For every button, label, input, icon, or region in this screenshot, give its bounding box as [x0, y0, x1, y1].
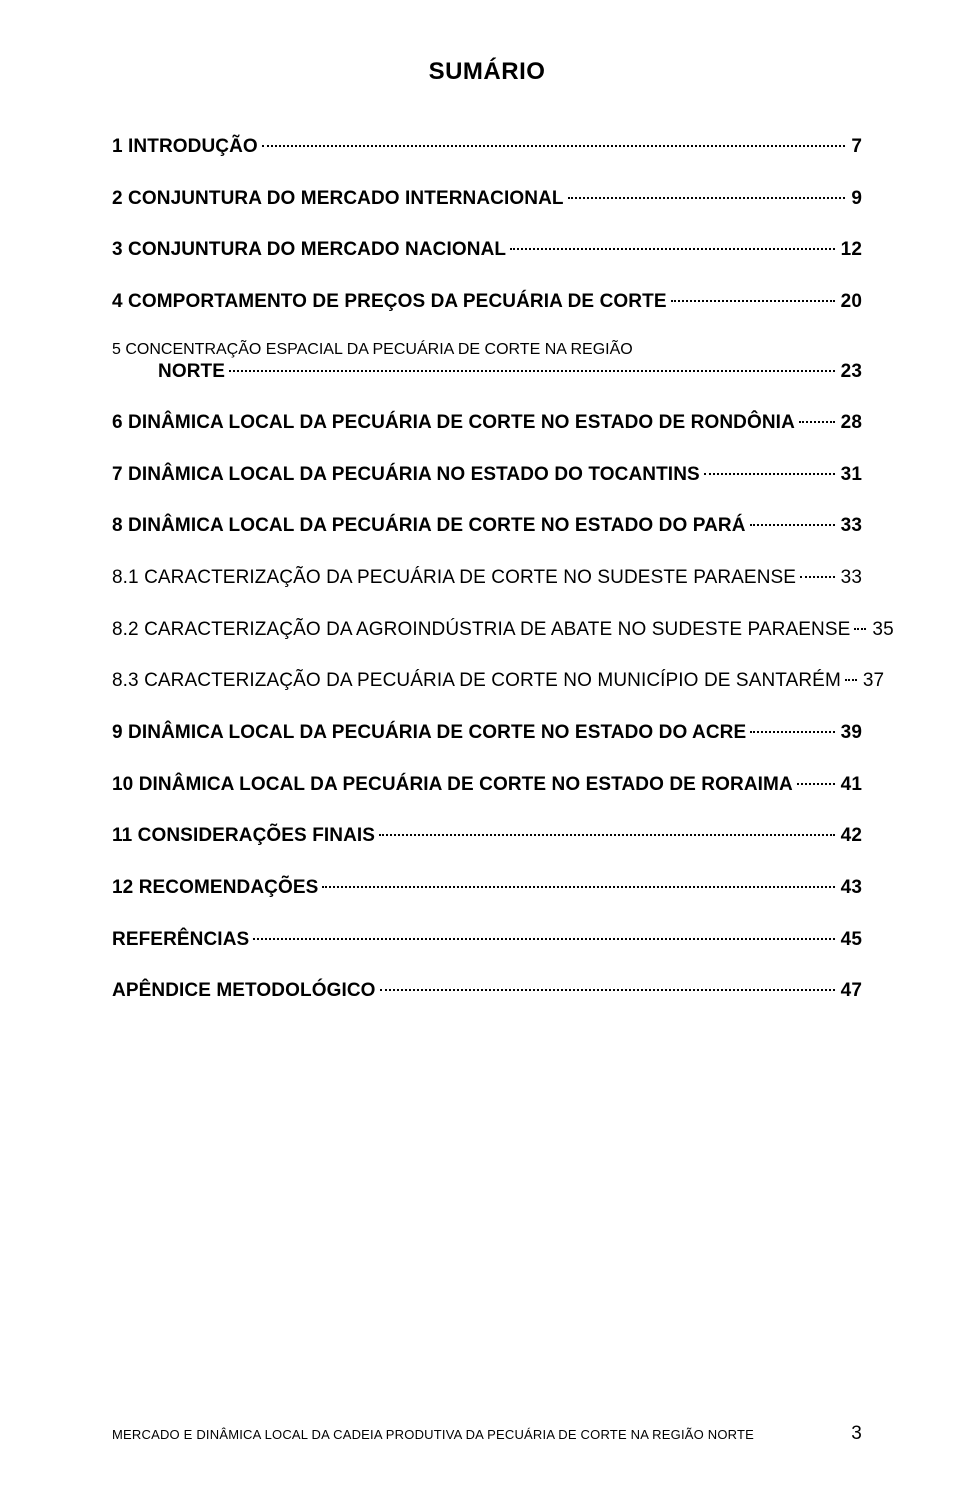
toc-entry-page: 47 — [839, 978, 862, 1004]
toc-leader-dots — [797, 783, 835, 785]
table-of-contents: 1 INTRODUÇÃO 7 2 CONJUNTURA DO MERCADO IN… — [112, 134, 862, 1004]
toc-entry-page: 41 — [839, 772, 862, 798]
toc-leader-dots — [379, 834, 835, 836]
toc-entry-page: 42 — [839, 823, 862, 849]
toc-entry: 1 INTRODUÇÃO 7 — [112, 134, 862, 160]
toc-entry-page: 20 — [839, 289, 862, 315]
toc-entry-page: 39 — [839, 720, 862, 746]
toc-leader-dots — [262, 145, 846, 147]
toc-entry-label: 2 CONJUNTURA DO MERCADO INTERNACIONAL — [112, 186, 564, 212]
toc-entry: APÊNDICE METODOLÓGICO 47 — [112, 978, 862, 1004]
toc-entry-page: 33 — [839, 513, 862, 539]
toc-entry: NORTE 23 — [112, 359, 862, 385]
toc-entry-page: 35 — [870, 617, 893, 643]
page-title: SUMÁRIO — [112, 58, 862, 86]
footer-text: MERCADO E DINÂMICA LOCAL DA CADEIA PRODU… — [112, 1427, 835, 1442]
toc-entry-label: REFERÊNCIAS — [112, 927, 249, 953]
toc-leader-dots — [799, 421, 835, 423]
toc-entry: 4 COMPORTAMENTO DE PREÇOS DA PECUÁRIA DE… — [112, 289, 862, 315]
toc-leader-dots — [510, 248, 835, 250]
toc-leader-dots — [704, 473, 835, 475]
toc-entry-label: 1 INTRODUÇÃO — [112, 134, 258, 160]
toc-entry: 10 DINÂMICA LOCAL DA PECUÁRIA DE CORTE N… — [112, 772, 862, 798]
toc-entry-page: 7 — [849, 134, 862, 160]
toc-entry-page: 45 — [839, 927, 862, 953]
toc-entry-label: 3 CONJUNTURA DO MERCADO NACIONAL — [112, 237, 506, 263]
toc-entry: REFERÊNCIAS 45 — [112, 927, 862, 953]
toc-entry-label: 9 DINÂMICA LOCAL DA PECUÁRIA DE CORTE NO… — [112, 720, 746, 746]
toc-leader-dots — [750, 731, 834, 733]
toc-leader-dots — [750, 524, 835, 526]
toc-entry-page: 37 — [861, 668, 884, 694]
page-footer: MERCADO E DINÂMICA LOCAL DA CADEIA PRODU… — [112, 1423, 862, 1445]
toc-entry-page: 28 — [839, 410, 862, 436]
toc-entry: 8 DINÂMICA LOCAL DA PECUÁRIA DE CORTE NO… — [112, 513, 862, 539]
toc-leader-dots — [854, 628, 866, 630]
toc-entry-page: 31 — [839, 462, 862, 488]
toc-entry-label: 12 RECOMENDAÇÕES — [112, 875, 318, 901]
toc-entry-line1: 5 CONCENTRAÇÃO ESPACIAL DA PECUÁRIA DE C… — [112, 341, 862, 359]
toc-leader-dots — [253, 938, 834, 940]
toc-entry-label: 8.2 CARACTERIZAÇÃO DA AGROINDÚSTRIA DE A… — [112, 617, 850, 643]
toc-entry-page: 43 — [839, 875, 862, 901]
toc-leader-dots — [845, 679, 857, 681]
toc-entry-label: NORTE — [158, 359, 225, 385]
toc-leader-dots — [322, 886, 834, 888]
page-content: SUMÁRIO 1 INTRODUÇÃO 7 2 CONJUNTURA DO ME… — [0, 0, 960, 1004]
toc-entry: 12 RECOMENDAÇÕES 43 — [112, 875, 862, 901]
toc-entry-label: 7 DINÂMICA LOCAL DA PECUÁRIA NO ESTADO D… — [112, 462, 700, 488]
toc-entry-label: 8 DINÂMICA LOCAL DA PECUÁRIA DE CORTE NO… — [112, 513, 746, 539]
toc-entry: 8.1 CARACTERIZAÇÃO DA PECUÁRIA DE CORTE … — [112, 565, 862, 591]
toc-entry-label: APÊNDICE METODOLÓGICO — [112, 978, 376, 1004]
toc-entry: 9 DINÂMICA LOCAL DA PECUÁRIA DE CORTE NO… — [112, 720, 862, 746]
toc-entry: 8.3 CARACTERIZAÇÃO DA PECUÁRIA DE CORTE … — [112, 668, 862, 694]
toc-entry-page: 23 — [839, 359, 862, 385]
toc-entry-label: 8.1 CARACTERIZAÇÃO DA PECUÁRIA DE CORTE … — [112, 565, 796, 591]
toc-entry: 2 CONJUNTURA DO MERCADO INTERNACIONAL 9 — [112, 186, 862, 212]
toc-entry-label: 11 CONSIDERAÇÕES FINAIS — [112, 823, 375, 849]
toc-leader-dots — [229, 370, 835, 372]
footer-page-number: 3 — [835, 1423, 862, 1445]
toc-entry-page: 33 — [839, 565, 862, 591]
toc-entry: 7 DINÂMICA LOCAL DA PECUÁRIA NO ESTADO D… — [112, 462, 862, 488]
toc-entry-label: 6 DINÂMICA LOCAL DA PECUÁRIA DE CORTE NO… — [112, 410, 795, 436]
toc-entry: 11 CONSIDERAÇÕES FINAIS 42 — [112, 823, 862, 849]
toc-entry: 3 CONJUNTURA DO MERCADO NACIONAL 12 — [112, 237, 862, 263]
toc-leader-dots — [568, 197, 846, 199]
toc-leader-dots — [800, 576, 835, 578]
toc-leader-dots — [380, 989, 835, 991]
toc-entry-label: 4 COMPORTAMENTO DE PREÇOS DA PECUÁRIA DE… — [112, 289, 667, 315]
toc-entry-label: 10 DINÂMICA LOCAL DA PECUÁRIA DE CORTE N… — [112, 772, 793, 798]
toc-entry: 6 DINÂMICA LOCAL DA PECUÁRIA DE CORTE NO… — [112, 410, 862, 436]
toc-entry-label: 8.3 CARACTERIZAÇÃO DA PECUÁRIA DE CORTE … — [112, 668, 841, 694]
toc-leader-dots — [671, 300, 835, 302]
toc-entry: 8.2 CARACTERIZAÇÃO DA AGROINDÚSTRIA DE A… — [112, 617, 862, 643]
toc-entry-page: 12 — [839, 237, 862, 263]
toc-entry-page: 9 — [849, 186, 862, 212]
